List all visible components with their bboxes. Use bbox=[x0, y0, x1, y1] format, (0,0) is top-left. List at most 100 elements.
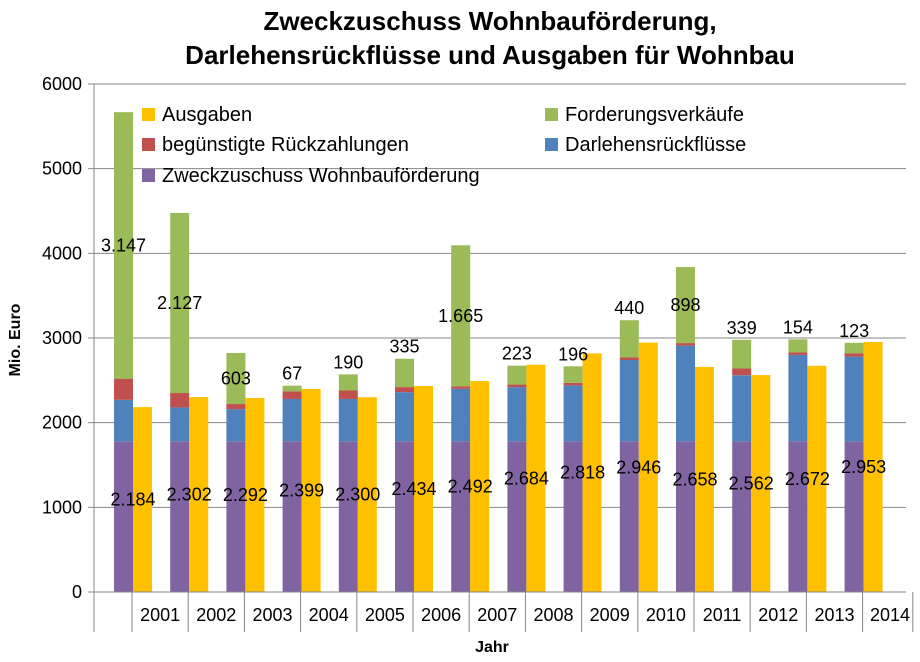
legend-label: Zweckzuschuss Wohnbauförderung bbox=[162, 165, 480, 187]
bar-segment bbox=[563, 366, 583, 383]
bar-segment bbox=[844, 342, 864, 354]
bar-segment bbox=[676, 267, 695, 344]
bar-segment bbox=[451, 386, 471, 389]
bar-segment bbox=[507, 384, 527, 388]
y-axis-ticks: 0 1000 2000 3000 4000 5000 6000 bbox=[42, 74, 82, 602]
bar-ausgaben bbox=[526, 364, 546, 592]
bar-ausgaben bbox=[751, 375, 771, 592]
forderungsverkaeufe-label: 67 bbox=[282, 364, 302, 384]
legend-label: Forderungsverkäufe bbox=[565, 104, 744, 126]
forderungsverkaeufe-label: 190 bbox=[333, 352, 363, 372]
bar-segment bbox=[170, 212, 190, 394]
y-tick-label: 4000 bbox=[42, 243, 82, 263]
bar-segment bbox=[451, 388, 471, 442]
data-labels: 3.147 2.184 2.127 2.302 603 2.292 67 2.399 190 2.… bbox=[101, 235, 886, 509]
bar-ausgaben bbox=[245, 397, 265, 592]
bar-segment bbox=[338, 374, 358, 391]
bar-ausgaben bbox=[470, 381, 490, 592]
bar-segment bbox=[451, 245, 471, 387]
y-tick-label: 6000 bbox=[42, 74, 82, 94]
bar-segment bbox=[395, 441, 414, 592]
bar-segment bbox=[788, 354, 808, 442]
bar-ausgaben bbox=[695, 366, 714, 592]
bar-segment bbox=[338, 398, 358, 442]
bar-segment bbox=[114, 378, 133, 400]
bar-segment bbox=[282, 398, 302, 442]
y-tick-label: 0 bbox=[72, 582, 82, 602]
x-tick-label: 2004 bbox=[309, 605, 349, 625]
bar-segment bbox=[282, 441, 302, 592]
bar-segment bbox=[732, 375, 752, 442]
bar-segment bbox=[619, 357, 639, 361]
gridlines bbox=[88, 83, 906, 593]
ausgaben-label: 2.658 bbox=[672, 469, 717, 489]
legend-swatch bbox=[142, 169, 155, 182]
bar-segment bbox=[732, 339, 752, 369]
y-axis-label: Mio. Euro bbox=[7, 303, 24, 376]
bar-segment bbox=[619, 441, 639, 592]
bar-segment bbox=[507, 441, 527, 592]
bar-ausgaben bbox=[414, 385, 433, 592]
ausgaben-label: 2.434 bbox=[391, 479, 436, 499]
legend: Ausgaben Forderungsverkäufe begünstigte Rü… bbox=[142, 104, 746, 187]
bar-segment bbox=[844, 353, 864, 357]
bar-ausgaben bbox=[133, 407, 152, 592]
legend-label: Darlehensrückflüsse bbox=[565, 134, 746, 156]
bar-ausgaben bbox=[863, 341, 883, 592]
bar-segment bbox=[282, 385, 302, 392]
x-tick-label: 2007 bbox=[477, 605, 517, 625]
bar-segment bbox=[563, 382, 583, 386]
bar-segment bbox=[114, 112, 133, 379]
bar-segment bbox=[563, 385, 583, 442]
bar-ausgaben bbox=[301, 388, 321, 592]
bar-ausgaben bbox=[357, 397, 377, 592]
forderungsverkaeufe-label: 223 bbox=[502, 344, 532, 364]
forderungsverkaeufe-label: 2.127 bbox=[157, 293, 202, 313]
ausgaben-label: 2.818 bbox=[560, 463, 605, 483]
forderungsverkaeufe-label: 3.147 bbox=[101, 235, 146, 255]
bar-segment bbox=[844, 356, 864, 442]
ausgaben-label: 2.684 bbox=[504, 468, 549, 488]
forderungsverkaeufe-label: 603 bbox=[221, 369, 251, 389]
ausgaben-label: 2.184 bbox=[110, 490, 155, 510]
bar-segment bbox=[788, 441, 808, 592]
bar-segment bbox=[170, 441, 190, 592]
ausgaben-label: 2.672 bbox=[785, 469, 830, 489]
legend-label: begünstigte Rückzahlungen bbox=[162, 134, 409, 156]
forderungsverkaeufe-label: 898 bbox=[670, 295, 700, 315]
bars bbox=[114, 112, 883, 592]
legend-swatch bbox=[142, 138, 155, 151]
forderungsverkaeufe-label: 335 bbox=[389, 337, 419, 357]
x-tick-label: 2003 bbox=[252, 605, 292, 625]
legend-swatch bbox=[545, 138, 558, 151]
chart-title-line1: Zweckzuschuss Wohnbauförderung, bbox=[263, 6, 716, 36]
x-tick-label: 2008 bbox=[533, 605, 573, 625]
bar-segment bbox=[395, 387, 414, 393]
x-tick-label: 2001 bbox=[140, 605, 180, 625]
x-tick-label: 2006 bbox=[421, 605, 461, 625]
x-tick-label: 2013 bbox=[814, 605, 854, 625]
x-tick-label: 2011 bbox=[703, 605, 742, 625]
forderungsverkaeufe-label: 196 bbox=[558, 344, 588, 364]
bar-segment bbox=[676, 345, 695, 442]
bar-segment bbox=[170, 393, 190, 408]
bar-segment bbox=[338, 390, 358, 399]
bar-segment bbox=[676, 343, 695, 346]
bar-ausgaben bbox=[638, 342, 658, 592]
legend-label: Ausgaben bbox=[162, 104, 252, 126]
chart-title-line2: Darlehensrückflüsse und Ausgaben für Woh… bbox=[185, 40, 795, 70]
forderungsverkaeufe-label: 339 bbox=[727, 318, 757, 338]
legend-swatch bbox=[142, 108, 155, 121]
y-tick-label: 5000 bbox=[42, 159, 82, 179]
bar-segment bbox=[619, 360, 639, 442]
x-tick-label: 2009 bbox=[590, 605, 630, 625]
bar-segment bbox=[563, 441, 583, 592]
bar-segment bbox=[170, 407, 190, 442]
x-axis-label: Jahr bbox=[475, 639, 509, 656]
y-tick-label: 2000 bbox=[42, 413, 82, 433]
ausgaben-label: 2.562 bbox=[729, 474, 774, 494]
bar-segment bbox=[226, 404, 246, 410]
bar-segment bbox=[226, 441, 246, 592]
bar-segment bbox=[114, 399, 133, 442]
